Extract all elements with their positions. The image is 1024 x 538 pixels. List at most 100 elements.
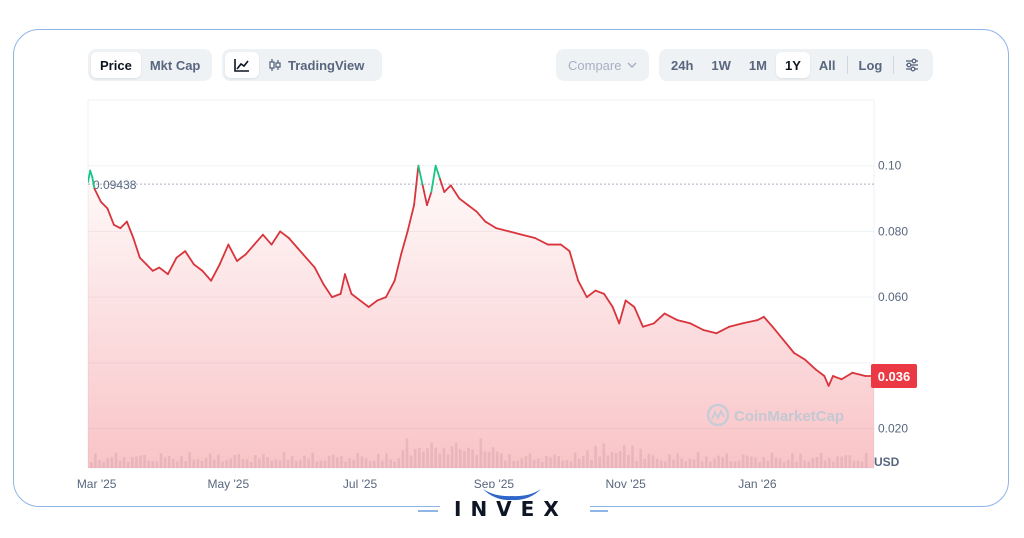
price-line-segment [201,269,212,282]
price-line-segment [413,164,420,207]
price-line-segment [270,230,282,246]
price-tab[interactable]: Price [91,52,141,78]
price-line-segment [624,299,636,308]
price-line-segment [508,230,523,236]
price-line-segment [385,279,396,299]
x-tick-label: Jan '26 [738,477,777,491]
x-tick-label: Jul '25 [343,477,378,491]
price-line-segment [430,164,437,193]
price-line-segment [728,322,744,328]
chart-style-toggle: TradingView [222,49,382,81]
range-24h[interactable]: 24h [671,57,694,73]
price-line-segment [851,371,867,377]
toolbar-divider [846,56,848,74]
range-1y[interactable]: 1Y [775,52,810,78]
brand-logo-area [440,488,590,532]
price-line-segment [458,197,469,207]
price-line-segment [762,315,774,328]
price-line-segment [840,371,854,381]
price-line-segment [145,263,154,272]
tradingview-label: TradingView [288,57,365,73]
x-tick-label: May '25 [208,477,250,491]
price-line-segment [218,243,230,266]
price-line-segment [756,315,765,322]
price-line-segment [715,325,731,335]
price-line-segment [367,299,379,308]
candlestick-icon [268,58,282,72]
price-line-segment [166,256,178,276]
compare-dropdown[interactable]: Compare [556,49,649,81]
price-line-segment [359,299,370,308]
price-line-segment [406,204,415,233]
price-line-segment [534,237,549,246]
price-line-segment [376,296,387,302]
price-line-segment [782,338,796,354]
price-line-segment [642,322,655,328]
settings-button[interactable] [896,52,928,78]
price-line-segment [339,273,346,295]
price-line-segment [439,177,446,193]
y-tick-label: 0.020 [878,422,908,436]
price-line-segment [400,230,409,256]
range-1m[interactable]: 1M [748,57,767,73]
reference-price-label: 0.09438 [93,178,137,192]
price-line-segment [236,253,247,262]
range-toolbar: 24h 1W 1M 1Y All Log [659,49,933,81]
price-line-segment [331,292,342,299]
price-line-segment [113,223,122,230]
price-line-segment [702,329,718,335]
invex-horns-icon [483,489,541,501]
price-line-segment [495,227,510,233]
x-tick-label: Mar '25 [77,477,117,491]
price-line-segment [443,184,452,193]
tradingview-button[interactable]: TradingView [259,52,373,78]
line-chart-icon [234,59,249,72]
brand-logo-text: INVEX [454,497,568,521]
price-line-segment [741,319,759,325]
price-line-segment [663,312,679,322]
price-area-fill [88,165,874,468]
price-line-segment [577,279,588,299]
y-axis-unit: USD [874,455,900,469]
compare-button[interactable]: Compare [559,52,646,78]
range-all[interactable]: All [818,57,836,73]
logo-line-right [588,510,608,512]
price-line-segment [449,184,461,200]
mktcap-tab[interactable]: Mkt Cap [149,57,201,73]
price-line-segment [106,207,115,226]
range-1w[interactable]: 1W [711,57,731,73]
price-line-segment [192,263,204,272]
current-price-badge [871,364,917,388]
price-line-segment [426,191,433,207]
price-line-segment [125,220,135,239]
toolbar-divider [893,56,895,74]
price-line-segment [296,246,307,259]
watermark-text: CoinMarketCap [734,408,844,425]
price-line-segment [467,204,478,213]
price-line-segment [88,169,92,184]
price-line-segment [132,237,141,259]
chevron-down-icon [627,62,637,68]
y-tick-label: 0.060 [878,290,908,304]
sliders-icon [906,58,919,72]
price-line-segment [393,253,403,282]
price-line-segment [138,256,148,266]
price-line-segment [227,243,238,262]
price-line-segment [484,220,498,230]
price-line-segment [827,375,834,387]
price-line-segment [793,352,806,361]
y-tick-label: 0.080 [878,224,908,238]
price-line-segment [559,243,571,253]
log-scale-button[interactable]: Log [858,57,883,73]
price-line-segment [244,243,256,256]
logo-line-left [418,510,438,512]
price-line-segment [313,266,325,285]
line-chart-button[interactable] [225,52,259,78]
price-line-segment [305,256,316,269]
price-line-segment [521,233,536,239]
price-line-segment [823,375,830,387]
price-line-segment [344,273,353,295]
price-line-segment [832,375,843,381]
x-tick-label: Nov '25 [606,477,647,491]
